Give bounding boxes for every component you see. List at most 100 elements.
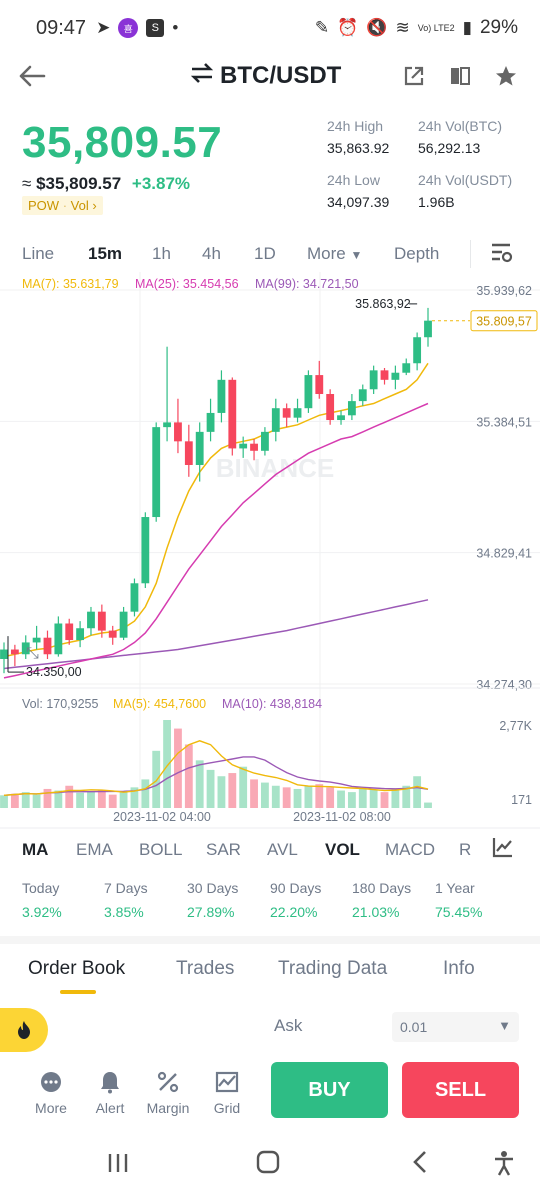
more-dots-icon xyxy=(21,1068,81,1096)
candle-body xyxy=(87,611,95,629)
ind-ma[interactable]: MA xyxy=(22,840,49,859)
candle-body xyxy=(239,443,248,449)
system-nav-bar xyxy=(0,1140,540,1200)
volume-bar xyxy=(0,795,8,808)
tf-depth[interactable]: Depth xyxy=(394,244,440,263)
candle-body xyxy=(217,379,226,413)
ind-ema[interactable]: EMA xyxy=(76,840,113,859)
telegram-icon: ➤ xyxy=(96,18,111,37)
more-button[interactable]: More xyxy=(21,1068,81,1116)
candle-body xyxy=(206,412,215,432)
sell-button[interactable]: SELL xyxy=(402,1062,519,1118)
chevron-down-icon: ▼ xyxy=(498,1018,511,1033)
active-tab-indicator xyxy=(60,990,96,994)
ind-boll[interactable]: BOLL xyxy=(139,840,183,859)
ind-sar[interactable]: SAR xyxy=(206,840,241,859)
y-tick-label: 35.384,51 xyxy=(476,415,532,429)
share-icon[interactable] xyxy=(402,64,426,88)
volume-bar xyxy=(402,785,411,808)
tab-order-book[interactable]: Order Book xyxy=(28,958,126,979)
home-icon[interactable] xyxy=(248,1150,288,1181)
back-nav-icon[interactable] xyxy=(400,1150,440,1181)
last-price: 35,809.57 xyxy=(22,118,223,167)
fiat-price-row: ≈ $35,809.57 +3.87% xyxy=(22,174,190,194)
tag-row[interactable]: POW · Vol › xyxy=(22,196,103,215)
status-bar: 09:47 ➤ 喜 S • ✎ ⏰ 🔇 ≋ Vo) LTE2 ▮ 29% xyxy=(0,0,540,56)
margin-button[interactable]: Margin xyxy=(138,1068,198,1116)
battery-level: 29% xyxy=(479,17,518,38)
candle-body xyxy=(195,431,204,465)
ma99-line xyxy=(3,599,429,670)
ind-rsi[interactable]: R xyxy=(459,840,472,859)
volume-bar xyxy=(358,788,367,808)
volume-bar xyxy=(380,792,389,808)
buy-button[interactable]: BUY xyxy=(271,1062,388,1118)
lte-icon: Vo) LTE2 xyxy=(417,23,455,33)
tf-1h[interactable]: 1h xyxy=(152,244,171,263)
tf-15m[interactable]: 15m xyxy=(88,244,123,263)
indicator-row: MA EMA BOLL SAR AVL VOL MACD R xyxy=(0,836,540,864)
shopping-bag-icon: S xyxy=(146,19,165,37)
ind-macd[interactable]: MACD xyxy=(385,840,436,859)
volume-bar xyxy=(97,790,106,808)
favorite-star-icon[interactable] xyxy=(494,64,518,88)
y-tick-label: 35.939,62 xyxy=(476,284,532,298)
candle-body xyxy=(358,389,367,402)
chart-settings-icon[interactable] xyxy=(490,242,514,270)
chart-svg[interactable]: 35.939,62 35.384,51 34.829,41 34.274,30 BINA… xyxy=(0,272,540,832)
accessibility-icon[interactable] xyxy=(484,1150,524,1183)
precision-select[interactable]: 0.01 ▼ xyxy=(392,1012,519,1042)
performance-row: Today 3.92% 7 Days 3.85% 30 Days 27.89% 90 … xyxy=(0,880,540,928)
volume-bar xyxy=(304,785,313,808)
tf-4h[interactable]: 4h xyxy=(202,244,221,263)
orderbook-controls: Ask 0.01 ▼ xyxy=(0,1004,540,1052)
candle-body xyxy=(163,422,171,428)
percent-icon xyxy=(138,1068,198,1096)
candle-body xyxy=(402,363,411,373)
indicator-settings-icon[interactable] xyxy=(492,836,514,864)
candlestick-chart[interactable]: 35.939,62 35.384,51 34.829,41 34.274,30 BINA… xyxy=(0,272,540,832)
stat-24h-vol-usdt: 24h Vol(USDT) 1.96B xyxy=(418,172,513,210)
tf-line[interactable]: Line xyxy=(22,244,55,263)
volume-bar xyxy=(261,782,269,808)
flame-icon[interactable] xyxy=(0,1008,48,1052)
volume-bar xyxy=(108,794,117,808)
candle-body xyxy=(304,375,313,409)
recent-apps-icon[interactable] xyxy=(98,1150,138,1181)
vol-ma5-label: MA(5): 454,7600 xyxy=(113,697,206,711)
volume-bar xyxy=(43,788,52,808)
volume-bar xyxy=(174,728,182,808)
vol-y-tick-min: 171 xyxy=(511,793,532,807)
tf-1d[interactable]: 1D xyxy=(254,244,276,263)
candle-body xyxy=(380,370,389,380)
tag-pow[interactable]: POW · Vol › xyxy=(22,196,103,215)
candle-body xyxy=(282,408,291,418)
detail-tabs: Order Book Trades Trading Data Info xyxy=(0,950,540,994)
tab-info[interactable]: Info xyxy=(443,958,475,979)
candle-body xyxy=(271,408,280,432)
tab-trades[interactable]: Trades xyxy=(176,958,235,979)
tab-trading-data[interactable]: Trading Data xyxy=(278,958,388,979)
ind-vol[interactable]: VOL xyxy=(325,840,360,859)
ind-avl[interactable]: AVL xyxy=(267,840,298,859)
candle-body xyxy=(293,408,302,418)
volume-bar xyxy=(32,794,41,808)
pair-selector[interactable]: BTC/USDT xyxy=(190,56,341,96)
candle-body xyxy=(326,394,335,421)
tf-more[interactable]: More ▼ xyxy=(307,244,363,263)
ma7-line xyxy=(3,362,429,658)
candle-body xyxy=(21,642,30,655)
grid-button[interactable]: Grid xyxy=(197,1068,257,1116)
pen-icon: ✎ xyxy=(314,18,330,37)
expand-icon: ⤡ xyxy=(26,643,39,662)
back-arrow-icon[interactable] xyxy=(18,56,54,96)
candle-body xyxy=(228,379,237,449)
alert-button[interactable]: Alert xyxy=(80,1068,140,1116)
ma25-line xyxy=(3,402,429,679)
volume-bar xyxy=(130,787,139,808)
split-view-icon[interactable] xyxy=(448,64,472,88)
bottom-action-bar: More Alert Margin Grid BUY SELL xyxy=(0,1060,540,1126)
volume-bar xyxy=(347,792,356,808)
volume-bar xyxy=(141,779,150,808)
volume-bar xyxy=(271,785,280,808)
